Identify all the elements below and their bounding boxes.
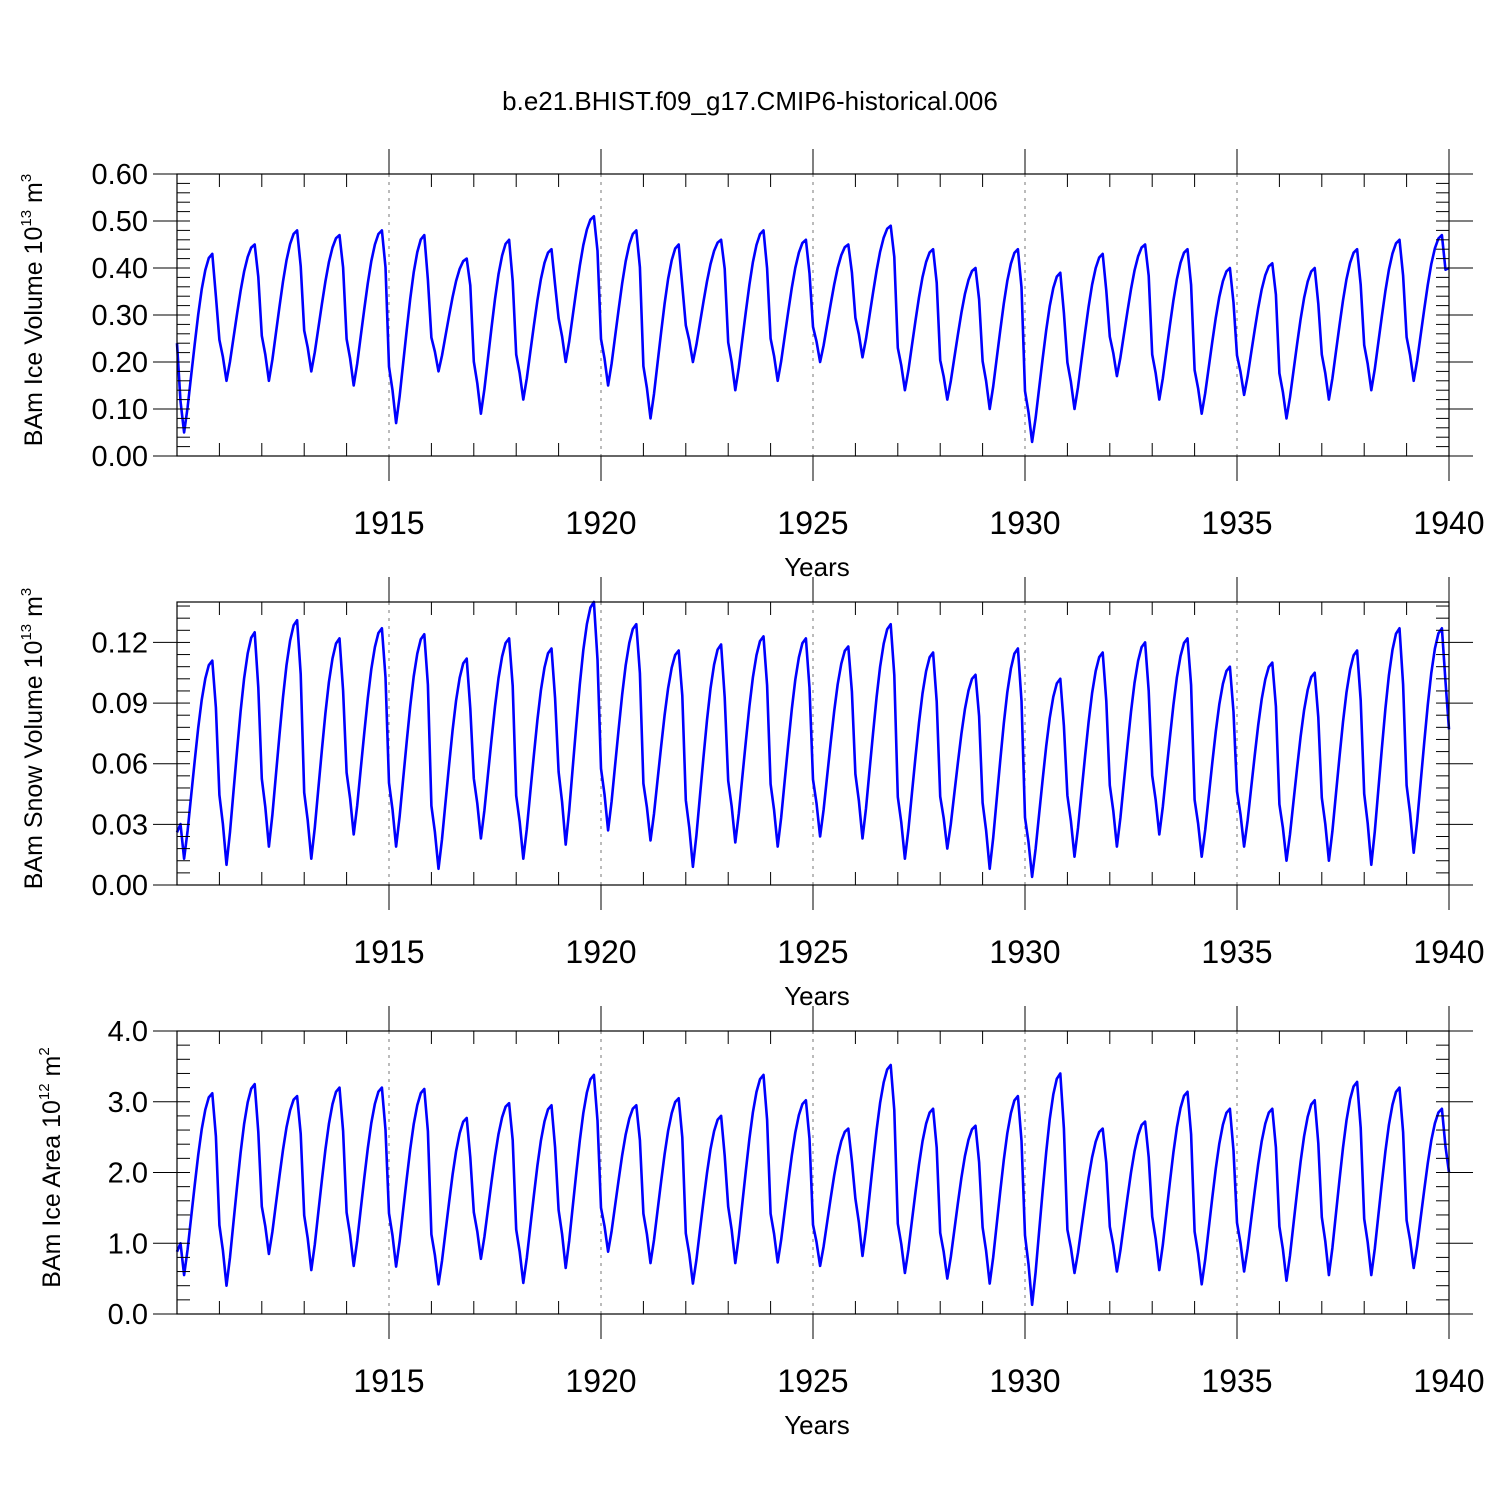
y-tick-label: 0.12	[92, 627, 148, 659]
x-tick-label: 1925	[777, 934, 848, 970]
panel-ice-volume: 0.00 0.10 0.20 0.30 0.40 0.50 0.60 1915 …	[18, 149, 1485, 582]
vertical-grid-lines	[388, 1031, 1238, 1314]
y-tick-label: 0.50	[92, 206, 148, 238]
x-tick-label: 1935	[1201, 505, 1272, 541]
x-tick-labels: 1915 1920 1925 1930 1935 1940	[353, 505, 1484, 541]
x-tick-label: 1940	[1413, 505, 1484, 541]
x-tick-label: 1915	[353, 934, 424, 970]
vertical-grid-lines	[388, 174, 1238, 456]
panel-snow-volume: 0.00 0.03 0.06 0.09 0.12 1915 1920 1925 …	[18, 577, 1485, 1011]
x-tick-label: 1935	[1201, 1363, 1272, 1399]
y-tick-label: 0.0	[108, 1299, 148, 1331]
x-tick-label: 1930	[989, 934, 1060, 970]
axis-ticks	[153, 577, 1473, 910]
ice-area-line	[175, 1063, 1451, 1307]
y-tick-label: 0.10	[92, 394, 148, 426]
vertical-grid-lines	[388, 602, 1238, 885]
y-tick-label: 0.20	[92, 347, 148, 379]
axis-ticks	[153, 149, 1473, 481]
y-tick-label: 3.0	[108, 1087, 148, 1119]
axis-ticks	[153, 1006, 1473, 1339]
y-tick-label: 0.03	[92, 809, 148, 841]
x-tick-label: 1915	[353, 505, 424, 541]
y-tick-label: 0.00	[92, 870, 148, 902]
y-tick-label: 0.06	[92, 749, 148, 781]
y-tick-label: 2.0	[108, 1158, 148, 1190]
ice-volume-line	[175, 215, 1450, 444]
x-tick-label: 1920	[565, 505, 636, 541]
x-axis-label: Years	[784, 552, 850, 582]
x-tick-labels: 1915 1920 1925 1930 1935 1940	[353, 934, 1484, 970]
x-tick-label: 1935	[1201, 934, 1272, 970]
y-tick-label: 1.0	[108, 1228, 148, 1260]
x-tick-label: 1925	[777, 505, 848, 541]
x-tick-label: 1940	[1413, 1363, 1484, 1399]
x-tick-labels: 1915 1920 1925 1930 1935 1940	[353, 1363, 1484, 1399]
y-tick-label: 0.00	[92, 441, 148, 473]
x-tick-label: 1930	[989, 1363, 1060, 1399]
snow-volume-line	[175, 600, 1451, 879]
y-axis-label: BAm Ice Area 1012 m2	[36, 1047, 66, 1287]
panel-ice-area: 0.0 1.0 2.0 3.0 4.0 1915 1920 1925 1930 …	[36, 1006, 1485, 1440]
y-tick-labels: 0.0 1.0 2.0 3.0 4.0	[108, 1016, 148, 1331]
x-tick-label: 1920	[565, 1363, 636, 1399]
y-tick-label: 0.40	[92, 253, 148, 285]
y-tick-label: 0.09	[92, 688, 148, 720]
y-tick-labels: 0.00 0.10 0.20 0.30 0.40 0.50 0.60	[92, 159, 148, 473]
x-tick-label: 1920	[565, 934, 636, 970]
y-axis-label: BAm Ice Volume 1013 m3	[18, 174, 48, 446]
x-tick-label: 1925	[777, 1363, 848, 1399]
x-axis-label: Years	[784, 1410, 850, 1440]
x-tick-label: 1940	[1413, 934, 1484, 970]
y-tick-labels: 0.00 0.03 0.06 0.09 0.12	[92, 627, 148, 902]
y-tick-label: 4.0	[108, 1016, 148, 1048]
y-tick-label: 0.30	[92, 300, 148, 332]
x-axis-label: Years	[784, 981, 850, 1011]
y-tick-label: 0.60	[92, 159, 148, 191]
figure-title: b.e21.BHIST.f09_g17.CMIP6-historical.006	[502, 86, 998, 116]
x-tick-label: 1930	[989, 505, 1060, 541]
x-tick-label: 1915	[353, 1363, 424, 1399]
y-axis-label: BAm Snow Volume 1013 m3	[18, 588, 48, 890]
